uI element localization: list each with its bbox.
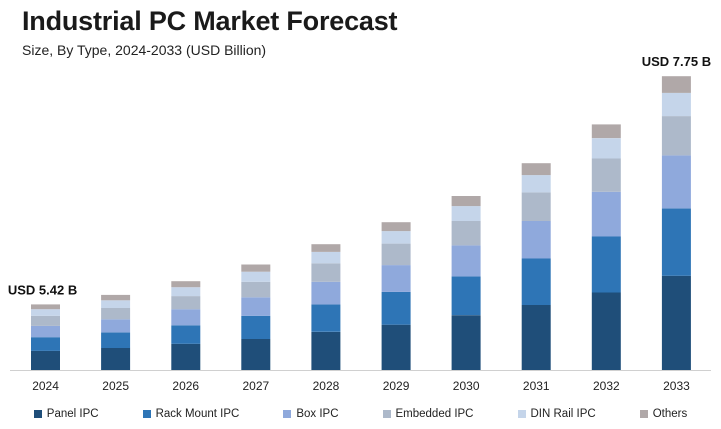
bar-segment-2030-others (451, 196, 481, 207)
legend-item: Embedded IPC (382, 408, 474, 420)
bar-segment-2033-others (661, 76, 691, 93)
bar-segment-2031-box-ipc (521, 221, 551, 259)
bar-segment-2031-embedded-ipc (521, 192, 551, 221)
bar-segment-2031-others (521, 163, 551, 176)
legend-item: Panel IPC (33, 408, 99, 420)
bar-segment-2025-rack-mount-ipc (101, 332, 131, 348)
bar-segment-2026-box-ipc (171, 309, 201, 326)
bar-segment-2028-embedded-ipc (311, 263, 341, 282)
legend-swatch (517, 410, 526, 418)
bar-segment-2029-others (381, 222, 411, 232)
legend-label: Embedded IPC (395, 408, 474, 420)
x-tick-label: 2025 (102, 379, 129, 393)
legend-label: Box IPC (296, 408, 339, 420)
bar-segment-2028-rack-mount-ipc (311, 304, 341, 332)
bar-segment-2029-box-ipc (381, 265, 411, 292)
bar-segment-2028-box-ipc (311, 281, 341, 305)
bar-segment-2029-panel-ipc (381, 324, 411, 370)
bar-segment-2025-box-ipc (101, 319, 131, 333)
bar-segment-2027-rack-mount-ipc (241, 315, 271, 339)
bar-segment-2026-others (171, 281, 201, 288)
bar-segment-2024-embedded-ipc (31, 315, 60, 326)
bar-segment-2032-panel-ipc (591, 292, 621, 370)
bar-segment-2029-embedded-ipc (381, 243, 411, 266)
bar-segment-2033-panel-ipc (661, 275, 691, 370)
bar-segment-2029-rack-mount-ipc (381, 291, 411, 325)
bar-segment-2025-din-rail-ipc (101, 300, 131, 308)
x-tick-label: 2026 (172, 379, 199, 393)
bar-segment-2033-embedded-ipc (661, 116, 691, 156)
bar-segment-2027-din-rail-ipc (241, 271, 271, 282)
bar-segment-2033-din-rail-ipc (661, 92, 691, 117)
legend-item: Box IPC (283, 408, 339, 420)
value-callout-2033: USD 7.75 B (642, 54, 711, 69)
legend-swatch (639, 410, 648, 418)
bar-segment-2032-box-ipc (591, 191, 621, 237)
bar-segment-2025-panel-ipc (101, 347, 131, 370)
bar-segment-2033-box-ipc (661, 155, 691, 209)
x-tick-label: 2028 (313, 379, 340, 393)
bar-segment-2032-din-rail-ipc (591, 138, 621, 159)
x-tick-label: 2031 (523, 379, 550, 393)
bar-segment-2026-panel-ipc (171, 343, 201, 370)
bar-segment-2030-din-rail-ipc (451, 206, 481, 221)
bar-segment-2033-rack-mount-ipc (661, 208, 691, 276)
bar-segment-2027-panel-ipc (241, 339, 271, 370)
bar-segment-2027-others (241, 264, 271, 272)
bar-segment-2032-embedded-ipc (591, 158, 621, 192)
bar-segment-2029-din-rail-ipc (381, 231, 411, 244)
x-tick-label: 2024 (32, 379, 59, 393)
legend-swatch (142, 410, 151, 418)
bar-segment-2030-box-ipc (451, 245, 481, 277)
bar-segment-2026-rack-mount-ipc (171, 325, 201, 344)
x-tick-label: 2033 (663, 379, 690, 393)
chart-title: Industrial PC Market Forecast (22, 6, 398, 36)
bar-segment-2026-din-rail-ipc (171, 287, 201, 297)
bar-segment-2024-others (31, 304, 60, 310)
bar-segment-2030-embedded-ipc (451, 221, 481, 246)
x-tick-label: 2030 (453, 379, 480, 393)
bar-segment-2024-box-ipc (31, 325, 60, 338)
bar-segment-2027-box-ipc (241, 297, 271, 316)
bar-segment-2024-panel-ipc (31, 350, 60, 370)
x-tick-label: 2029 (383, 379, 410, 393)
bar-segment-2026-embedded-ipc (171, 296, 201, 310)
bar-segment-2031-rack-mount-ipc (521, 258, 551, 305)
bar-segment-2025-others (101, 294, 131, 301)
value-callout-2024: USD 5.42 B (8, 282, 77, 297)
legend-item: Others (639, 408, 688, 420)
bar-segment-2030-rack-mount-ipc (451, 276, 481, 316)
x-tick-label: 2027 (242, 379, 269, 393)
bar-segment-2024-rack-mount-ipc (31, 337, 60, 351)
x-tick-label: 2032 (593, 379, 620, 393)
bar-segment-2028-others (311, 244, 341, 252)
legend-label: Rack Mount IPC (155, 408, 240, 420)
legend-swatch (33, 410, 42, 418)
legend-label: Panel IPC (46, 408, 99, 420)
bar-segment-2030-panel-ipc (451, 315, 481, 370)
bar-segment-2028-din-rail-ipc (311, 252, 341, 264)
bar-segment-2028-panel-ipc (311, 331, 341, 370)
chart-subtitle: Size, By Type, 2024-2033 (USD Billion) (22, 42, 267, 58)
bar-segment-2027-embedded-ipc (241, 281, 271, 298)
bar-segment-2032-rack-mount-ipc (591, 236, 621, 293)
bar-segment-2031-din-rail-ipc (521, 175, 551, 193)
bar-segment-2024-din-rail-ipc (31, 309, 60, 316)
bar-segment-2032-others (591, 124, 621, 139)
legend-label: DIN Rail IPC (530, 408, 596, 420)
bar-segment-2025-embedded-ipc (101, 308, 131, 320)
bar-segment-2031-panel-ipc (521, 305, 551, 370)
stacked-bar-chart: 2024 2025 2026 2027 2028 2029 2030 2031 2032 2033… (8, 54, 711, 393)
legend-swatch (283, 410, 292, 418)
legend-swatch (382, 410, 391, 418)
legend-item: Rack Mount IPC (142, 408, 240, 420)
chart-legend: Panel IPC Rack Mount IPC Box IPC Embedded I… (0, 408, 721, 420)
legend-label: Others (652, 408, 688, 420)
legend-item: DIN Rail IPC (517, 408, 596, 420)
